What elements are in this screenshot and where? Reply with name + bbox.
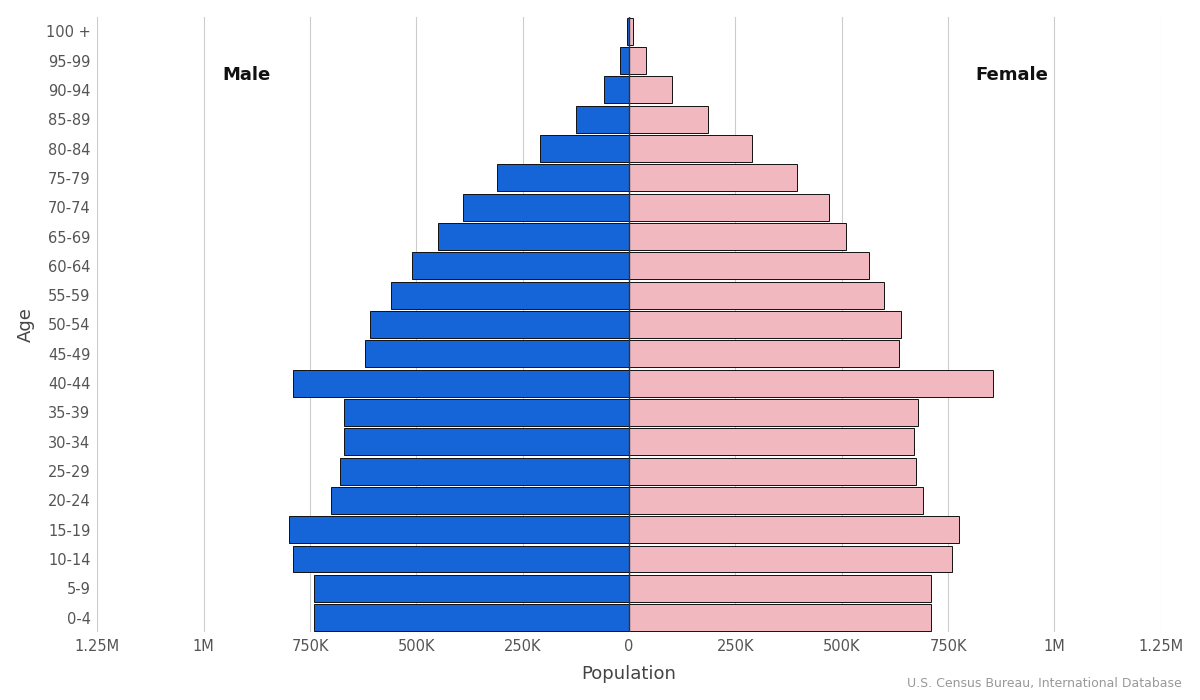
- Bar: [340, 458, 629, 484]
- Bar: [629, 106, 708, 133]
- Bar: [629, 194, 829, 220]
- Bar: [331, 487, 629, 514]
- X-axis label: Population: Population: [582, 665, 677, 683]
- Bar: [629, 370, 992, 397]
- Bar: [629, 281, 884, 309]
- Bar: [391, 281, 629, 309]
- Bar: [344, 428, 629, 455]
- Text: Female: Female: [976, 66, 1049, 84]
- Bar: [370, 311, 629, 338]
- Bar: [314, 604, 629, 631]
- Bar: [629, 135, 752, 162]
- Bar: [293, 545, 629, 573]
- Bar: [629, 604, 931, 631]
- Bar: [629, 516, 959, 543]
- Bar: [629, 223, 846, 250]
- Bar: [626, 18, 629, 45]
- Bar: [463, 194, 629, 220]
- Bar: [289, 516, 629, 543]
- Bar: [619, 47, 629, 74]
- Text: U.S. Census Bureau, International Database: U.S. Census Bureau, International Databa…: [907, 676, 1182, 690]
- Bar: [629, 340, 899, 368]
- Bar: [629, 428, 914, 455]
- Bar: [629, 311, 901, 338]
- Bar: [629, 164, 797, 191]
- Bar: [629, 47, 646, 74]
- Bar: [438, 223, 629, 250]
- Bar: [629, 545, 953, 573]
- Text: Male: Male: [222, 66, 270, 84]
- Bar: [629, 487, 923, 514]
- Bar: [344, 399, 629, 426]
- Bar: [540, 135, 629, 162]
- Bar: [413, 253, 629, 279]
- Bar: [604, 76, 629, 104]
- Bar: [629, 18, 634, 45]
- Bar: [497, 164, 629, 191]
- Bar: [576, 106, 629, 133]
- Bar: [629, 76, 672, 104]
- Bar: [629, 458, 917, 484]
- Bar: [629, 575, 931, 602]
- Bar: [629, 399, 918, 426]
- Bar: [366, 340, 629, 368]
- Bar: [629, 253, 870, 279]
- Bar: [293, 370, 629, 397]
- Y-axis label: Age: Age: [17, 307, 35, 342]
- Bar: [314, 575, 629, 602]
